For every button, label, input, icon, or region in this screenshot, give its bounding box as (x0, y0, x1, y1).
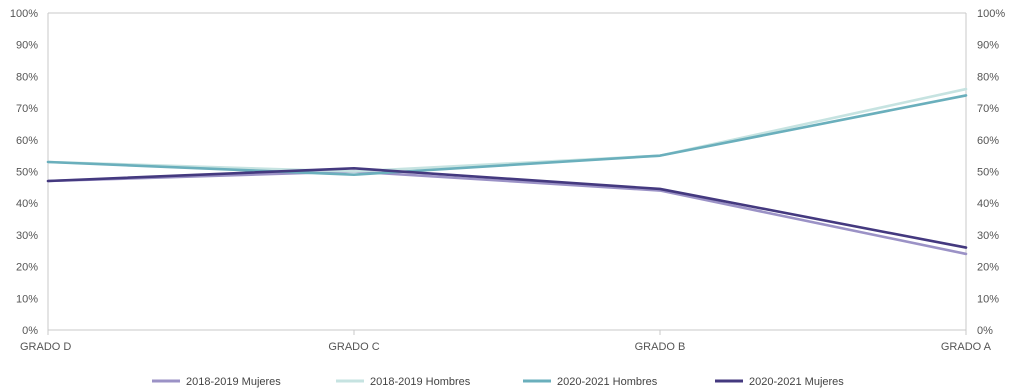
x-tick-label: GRADO D (20, 341, 71, 353)
legend-label-3: 2020-2021 Mujeres (749, 376, 844, 388)
legend-label-2: 2020-2021 Hombres (557, 376, 658, 388)
series-line-1 (48, 89, 966, 171)
right-y-tick-label: 10% (977, 293, 999, 305)
legend-label-1: 2018-2019 Hombres (370, 376, 471, 388)
left-y-tick-label: 30% (16, 230, 38, 242)
plot-frame (48, 13, 966, 330)
right-y-tick-label: 80% (977, 71, 999, 83)
series-line-0 (48, 172, 966, 254)
right-y-tick-label: 30% (977, 230, 999, 242)
right-y-tick-label: 0% (977, 325, 993, 337)
left-y-axis: 0% 10% 20% 30% 40% 50% 60% 70% 80% 90% 100% (10, 8, 38, 337)
left-y-tick-label: 70% (16, 103, 38, 115)
left-y-tick-label: 20% (16, 262, 38, 274)
right-y-tick-label: 100% (977, 8, 1005, 20)
x-tick-label: GRADO A (941, 341, 992, 353)
right-y-axis: 0% 10% 20% 30% 40% 50% 60% 70% 80% 90% 100% (977, 8, 1005, 337)
x-tick-label: GRADO C (328, 341, 379, 353)
legend: 2018-2019 Mujeres 2018-2019 Hombres 2020-2… (152, 376, 844, 388)
right-y-tick-label: 60% (977, 135, 999, 147)
left-y-tick-label: 90% (16, 40, 38, 52)
right-y-tick-label: 70% (977, 103, 999, 115)
left-y-tick-label: 100% (10, 8, 38, 20)
right-y-tick-label: 20% (977, 262, 999, 274)
right-y-tick-label: 90% (977, 40, 999, 52)
left-y-tick-label: 60% (16, 135, 38, 147)
legend-label-0: 2018-2019 Mujeres (186, 376, 281, 388)
x-axis: GRADO D GRADO C GRADO B GRADO A (20, 330, 992, 353)
left-y-tick-label: 0% (22, 325, 38, 337)
left-y-tick-label: 80% (16, 71, 38, 83)
right-y-tick-label: 50% (977, 167, 999, 179)
left-y-tick-label: 50% (16, 167, 38, 179)
left-y-tick-label: 40% (16, 198, 38, 210)
right-y-tick-label: 40% (977, 198, 999, 210)
series-lines (48, 89, 966, 254)
left-y-tick-label: 10% (16, 293, 38, 305)
x-tick-label: GRADO B (635, 341, 686, 353)
